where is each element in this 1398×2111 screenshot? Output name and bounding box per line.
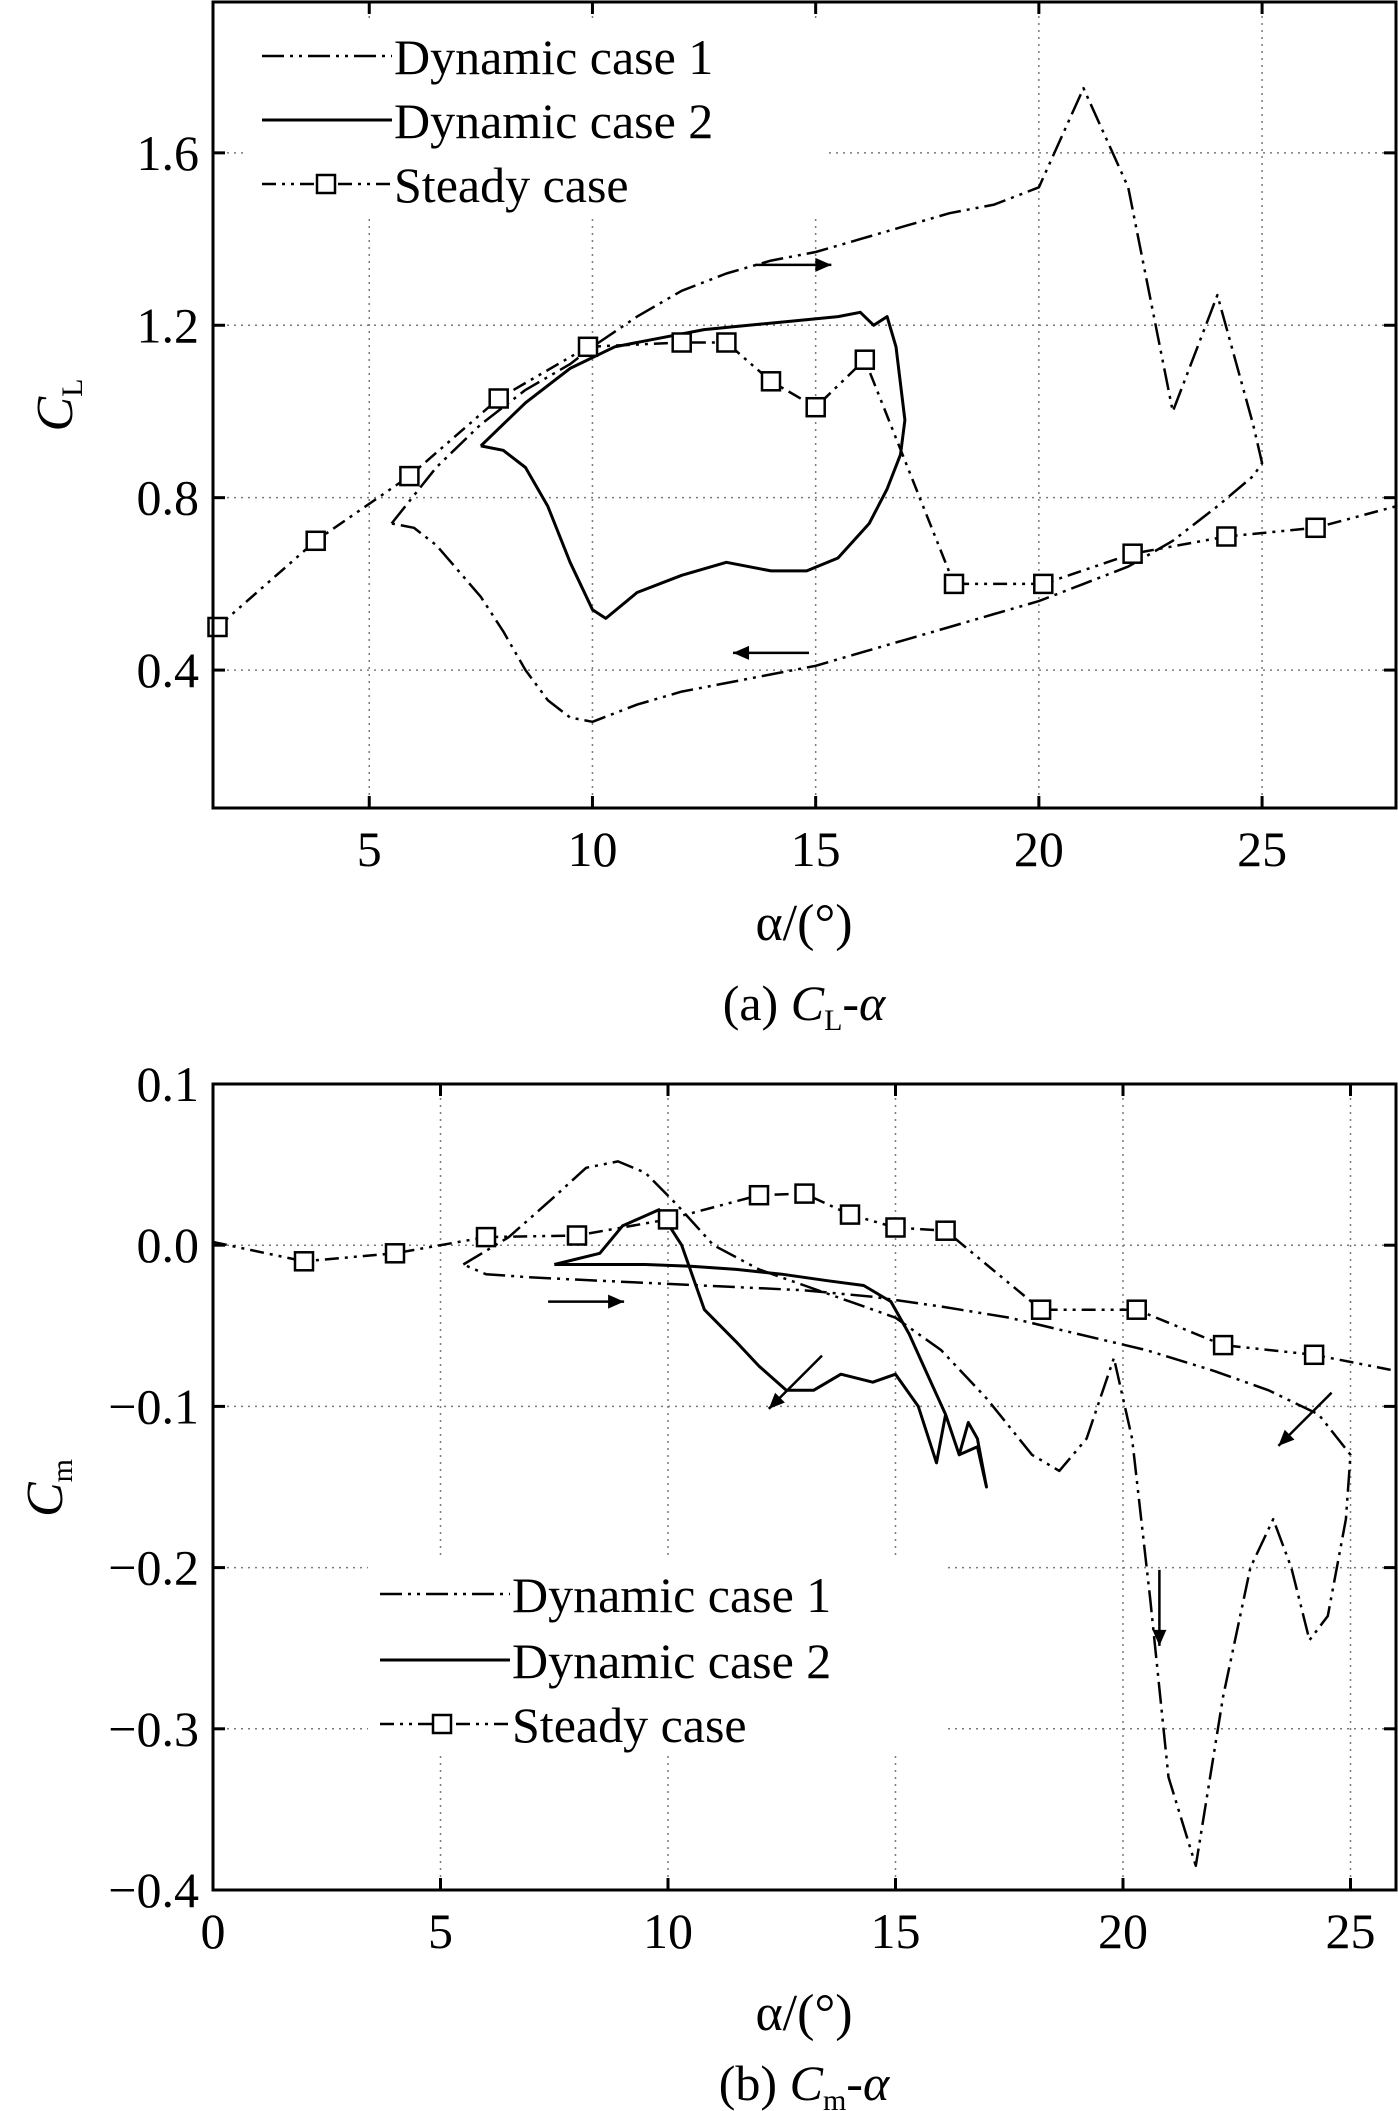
x-tick-label: 25 [1237,821,1287,877]
steady-marker [577,336,599,358]
steady-marker [854,349,876,370]
steady-marker [805,396,826,418]
steady-marker [885,1217,906,1238]
steady-marker [1126,1299,1147,1320]
chart-b-series [213,1160,1396,1868]
steady-marker [1305,517,1326,539]
y-tick-label: −0.4 [108,1862,199,1918]
legend-b-marker-steady [431,1713,453,1735]
chart-a-legend: Dynamic case 1 Dynamic case 2 Steady cas… [248,18,828,218]
chart-b: 0 5 10 15 20 25 −0.4 −0.3 −0.2 −0.1 0.0 0.1 Dynamic… [17,1056,1398,2111]
steady-marker [305,530,326,552]
x-tick-label: 25 [1326,1903,1376,1959]
y-tick-label: −0.3 [108,1701,199,1757]
legend-a-label-dynamic1: Dynamic case 1 [394,29,713,85]
y-tick-label: 1.2 [137,297,200,353]
series-2-line [553,1208,988,1489]
legend-b-label-dynamic2: Dynamic case 2 [512,1633,831,1689]
chart-a-series [207,86,1396,724]
chart-b-ticks: 0 5 10 15 20 25 −0.4 −0.3 −0.2 −0.1 0.0 0.1 [108,1056,1396,1959]
x-tick-label: 20 [1098,1903,1148,1959]
x-tick-label: 15 [871,1903,921,1959]
chart-a-frame [211,0,1398,810]
x-tick-label: 10 [643,1903,693,1959]
y-tick-label: 1.6 [137,125,200,181]
x-tick-label: 5 [428,1903,453,1959]
series-3-line [213,1192,1396,1373]
x-tick-label: 10 [567,821,617,877]
chart-a-xlabel: α/(°) [755,895,852,952]
chart-b-ylabel: Cm [17,1459,79,1517]
series-2-line [479,310,907,620]
direction-arrow-head [733,645,750,660]
steady-marker [1033,573,1054,595]
chart-b-frame [211,1082,1398,1892]
steady-marker [207,616,228,638]
steady-marker [399,465,420,487]
steady-marker [1212,1334,1234,1356]
steady-marker [293,1251,315,1272]
chart-b-arrows [548,1294,1333,1646]
steady-marker [671,332,692,353]
direction-arrow-head [608,1294,625,1309]
legend-a-marker-steady [315,173,337,195]
steady-marker [488,388,509,409]
steady-marker [566,1225,588,1246]
y-tick-label: 0.0 [137,1217,200,1273]
steady-marker [657,1209,679,1230]
legend-b-label-steady: Steady case [512,1697,747,1753]
direction-arrow-head [1278,1429,1295,1446]
steady-marker [1303,1344,1325,1366]
chart-b-legend-bg [368,1555,948,1755]
series-1-line [462,1160,1352,1868]
steady-marker [935,1220,956,1241]
chart-a-caption: (a) CL-α [723,975,887,1037]
y-tick-label: 0.4 [137,642,200,698]
steady-marker [1216,526,1237,547]
chart-b-legend: Dynamic case 1 Dynamic case 2 Steady cas… [368,1555,948,1755]
series-1-line [390,86,1264,724]
steady-marker [1122,543,1143,564]
y-tick-label: −0.1 [108,1378,199,1434]
steady-marker [760,371,782,392]
direction-arrow-head [815,257,832,272]
chart-a-ticks: 5 10 15 20 25 0.4 0.8 1.2 1.6 [137,2,1396,877]
chart-a-ylabel: CL [27,378,89,431]
legend-a-label-steady: Steady case [394,157,629,213]
x-tick-label: 5 [357,821,382,877]
steady-marker [716,332,737,353]
series-3-line [216,341,1396,628]
y-tick-label: −0.2 [108,1540,199,1596]
steady-marker [748,1184,770,1206]
y-tick-label: 0.1 [137,1056,200,1112]
x-tick-label: 0 [201,1903,226,1959]
legend-a-label-dynamic2: Dynamic case 2 [394,93,713,149]
chart-a: 5 10 15 20 25 0.4 0.8 1.2 1.6 Dynamic case 1 Dyn… [27,0,1398,1037]
legend-b-label-dynamic1: Dynamic case 1 [512,1567,831,1623]
chart-a-arrows [733,257,832,660]
steady-marker [1030,1299,1052,1320]
steady-marker [943,573,965,595]
steady-marker [384,1243,406,1264]
direction-arrow-head [1152,1629,1167,1646]
chart-b-xlabel: α/(°) [755,1985,852,2042]
chart-b-caption: (b) Cm-α [719,2055,891,2111]
chart-b-grid [212,1083,1396,1891]
steady-marker [839,1204,861,1225]
direction-arrow-head [768,1392,785,1409]
steady-marker [794,1183,815,1204]
y-tick-label: 0.8 [137,470,200,526]
x-tick-label: 15 [791,821,841,877]
steady-marker [475,1226,497,1248]
x-tick-label: 20 [1014,821,1064,877]
